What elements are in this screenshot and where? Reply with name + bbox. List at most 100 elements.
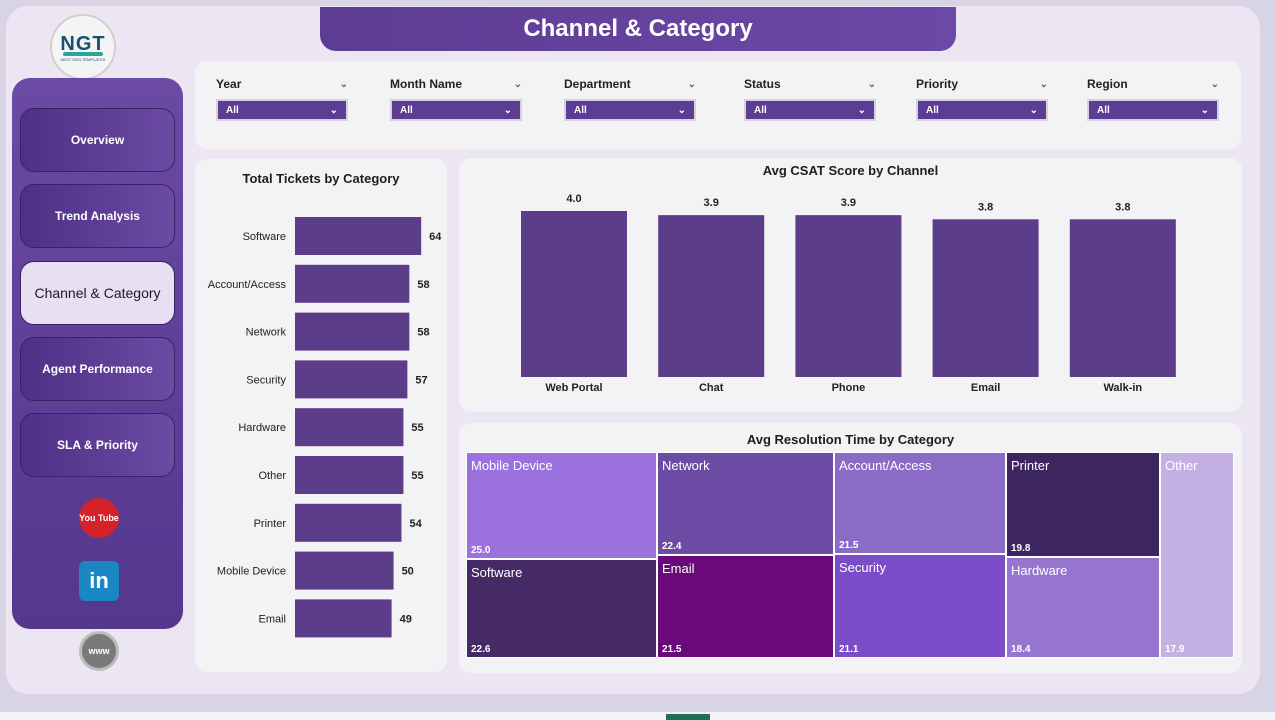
nav-channel-category-button[interactable]: Channel & Category [20, 261, 175, 325]
filter-panel: Year ⌄ All ⌄ Month Name ⌄ All ⌄ Department ⌄ … [195, 61, 1241, 149]
treemap-cell-value: 21.5 [839, 540, 859, 551]
year-dropdown[interactable]: All ⌄ [216, 99, 348, 121]
treemap-cell[interactable]: Account/Access 21.5 [834, 452, 1006, 554]
linkedin-icon[interactable]: in [79, 561, 119, 601]
chevron-down-icon[interactable]: ⌄ [687, 78, 696, 90]
filter-label: Month Name [390, 77, 462, 91]
chevron-down-icon: ⌄ [1029, 104, 1038, 116]
treemap-cell-value: 21.5 [662, 644, 682, 655]
channel-label: Email [971, 382, 1000, 394]
channel-bar[interactable] [1069, 219, 1176, 377]
nav-label: Trend Analysis [55, 209, 140, 223]
channel-label: Web Portal [545, 382, 602, 394]
active-sheet-tab[interactable] [666, 714, 710, 720]
treemap-cell[interactable]: Printer 19.8 [1006, 452, 1160, 557]
treemap-cell-label: Printer [1011, 458, 1050, 473]
youtube-icon[interactable]: You Tube [79, 498, 119, 538]
treemap-cell[interactable]: Security 21.1 [834, 554, 1006, 658]
category-label: Printer [254, 518, 287, 530]
logo-swoosh [63, 51, 103, 56]
nav-trend-analysis-button[interactable]: Trend Analysis [20, 184, 175, 248]
bar-value-label: 3.9 [704, 197, 719, 209]
chevron-down-icon: ⌄ [503, 104, 512, 116]
chevron-down-icon[interactable]: ⌄ [1210, 78, 1219, 90]
nav-overview-button[interactable]: Overview [20, 108, 175, 172]
treemap-cell[interactable]: Network 22.4 [657, 452, 834, 555]
bar-value-label: 54 [409, 518, 422, 530]
category-bar[interactable] [295, 264, 410, 303]
channel-label: Phone [832, 382, 866, 394]
chevron-down-icon[interactable]: ⌄ [1039, 78, 1048, 90]
bar-value-label: 49 [400, 613, 412, 625]
filter-label: Region [1087, 77, 1128, 91]
dropdown-value: All [926, 104, 939, 116]
category-bar[interactable] [295, 503, 402, 542]
priority-dropdown[interactable]: All ⌄ [916, 99, 1048, 121]
category-bar[interactable] [295, 360, 408, 399]
filter-label: Priority [916, 77, 959, 91]
treemap-cell-value: 18.4 [1011, 644, 1031, 655]
treemap-cell[interactable]: Software 22.6 [466, 559, 657, 658]
bar-value-label: 57 [415, 374, 427, 386]
treemap-cell-value: 21.1 [839, 644, 859, 655]
category-label: Network [246, 327, 287, 339]
nav-sla-priority-button[interactable]: SLA & Priority [20, 413, 175, 477]
category-bar[interactable] [295, 599, 392, 638]
category-bar[interactable] [295, 408, 404, 447]
chevron-down-icon: ⌄ [857, 104, 866, 116]
dropdown-value: All [1097, 104, 1110, 116]
category-bar[interactable] [295, 551, 394, 590]
channel-bar[interactable] [658, 215, 765, 377]
dropdown-value: All [226, 104, 239, 116]
category-label: Mobile Device [217, 566, 286, 578]
treemap-cell[interactable]: Other 17.9 [1160, 452, 1234, 658]
csat-by-channel-card: Avg CSAT Score by Channel 4.0 Web Portal 3… [459, 158, 1242, 412]
channel-bar[interactable] [521, 211, 627, 377]
bar-value-label: 64 [429, 231, 442, 243]
treemap-cell-label: Other [1165, 458, 1198, 473]
status-dropdown[interactable]: All ⌄ [744, 99, 876, 121]
bar-value-label: 58 [417, 327, 429, 339]
treemap-cell[interactable]: Mobile Device 25.0 [466, 452, 657, 559]
channel-bar[interactable] [795, 215, 902, 377]
treemap-cell[interactable]: Hardware 18.4 [1006, 557, 1160, 658]
chevron-down-icon[interactable]: ⌄ [867, 78, 876, 90]
bar-value-label: 58 [417, 279, 429, 291]
month-name-dropdown[interactable]: All ⌄ [390, 99, 522, 121]
bar-value-label: 3.9 [841, 197, 856, 209]
category-bar[interactable] [295, 456, 404, 494]
department-dropdown[interactable]: All ⌄ [564, 99, 696, 121]
category-bar[interactable] [295, 312, 410, 351]
logo-subtitle: NEXT GEN TEMPLATES [60, 56, 106, 62]
filter-priority: Priority ⌄ All ⌄ [916, 75, 1048, 121]
chevron-down-icon[interactable]: ⌄ [513, 78, 522, 90]
dropdown-value: All [400, 104, 413, 116]
dropdown-value: All [754, 104, 767, 116]
treemap-cell-label: Email [662, 561, 695, 576]
filter-status: Status ⌄ All ⌄ [744, 75, 876, 121]
chart-title: Avg CSAT Score by Channel [762, 163, 939, 178]
sheet-tab-bar [0, 712, 1275, 720]
website-icon[interactable]: www [79, 631, 119, 671]
filter-label: Year [216, 77, 242, 91]
channel-bar[interactable] [932, 219, 1039, 377]
treemap-cell-value: 22.4 [662, 541, 682, 552]
treemap-cell[interactable]: Email 21.5 [657, 555, 834, 658]
channel-label: Chat [699, 382, 724, 394]
filter-department: Department ⌄ All ⌄ [564, 75, 696, 121]
nav-agent-performance-button[interactable]: Agent Performance [20, 337, 175, 401]
chevron-down-icon[interactable]: ⌄ [339, 78, 348, 90]
nav-label: Agent Performance [42, 362, 153, 376]
bar-value-label: 3.8 [978, 201, 993, 213]
nav-label: Overview [70, 133, 125, 147]
treemap-cell-label: Software [471, 565, 523, 580]
tickets-by-category-chart: Software 64 Account/Access 58 Network 58 Secur… [208, 217, 442, 638]
bar-value-label: 50 [402, 566, 414, 578]
chevron-down-icon: ⌄ [329, 104, 338, 116]
treemap-cell-label: Account/Access [839, 458, 932, 473]
region-dropdown[interactable]: All ⌄ [1087, 99, 1219, 121]
treemap-cell-value: 22.6 [471, 644, 491, 655]
category-label: Hardware [238, 422, 286, 434]
category-label: Account/Access [208, 279, 287, 291]
category-bar[interactable] [295, 217, 422, 255]
